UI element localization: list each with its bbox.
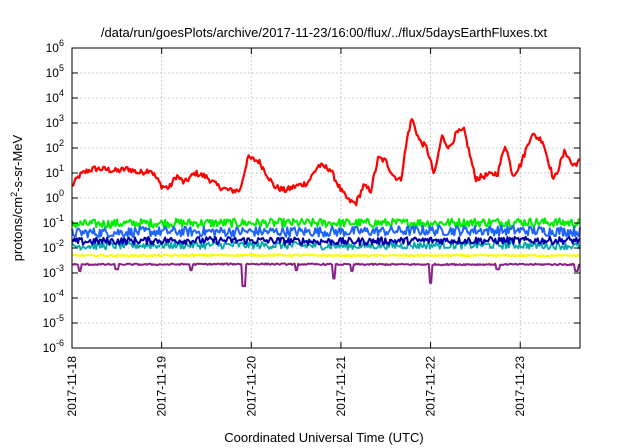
y-tick-label: 103 <box>46 113 64 130</box>
x-tick-label: 2017-11-22 <box>424 356 438 417</box>
series-layer <box>71 117 581 288</box>
x-tick-label: 2017-11-21 <box>334 356 348 417</box>
y-tick-label: 101 <box>46 163 64 180</box>
x-tick-label: 2017-11-18 <box>65 356 79 417</box>
y-tick-label: 10-6 <box>43 338 64 355</box>
y-tick-label: 102 <box>46 138 64 155</box>
series-line-3 <box>71 224 581 239</box>
x-axis-label: Coordinated Universal Time (UTC) <box>224 430 423 445</box>
series-line-1 <box>71 117 580 207</box>
y-tick-label: 10-2 <box>43 238 64 255</box>
y-axis-label-main: protons/cm <box>10 197 25 261</box>
series-line-5 <box>71 235 581 246</box>
series-line-7 <box>71 262 581 288</box>
x-tick-label: 2017-11-19 <box>155 356 169 417</box>
x-axis: 2017-11-18 2017-11-19 2017-11-20 2017-11-21… <box>65 48 527 417</box>
grid <box>72 48 580 348</box>
x-tick-label: 2017-11-20 <box>244 356 258 417</box>
y-tick-label: 10-4 <box>43 288 64 305</box>
y-axis: 10-6 10-5 10-4 10-3 10-2 10-1 100 101 102 103 104 1… <box>43 38 580 355</box>
y-tick-label: 106 <box>46 38 64 55</box>
y-tick-label: 10-3 <box>43 263 64 280</box>
y-axis-label: protons/cm2-s-sr-MeV <box>9 134 25 261</box>
y-tick-label: 10-1 <box>43 213 64 230</box>
x-tick-label: 2017-11-23 <box>513 356 527 417</box>
series-line-6 <box>71 253 581 258</box>
chart-title: /data/run/goesPlots/archive/2017-11-23/1… <box>101 25 548 40</box>
y-tick-label: 105 <box>46 63 64 80</box>
y-tick-label: 10-5 <box>43 313 64 330</box>
y-tick-label: 104 <box>46 88 64 105</box>
y-tick-label: 100 <box>46 188 64 205</box>
y-axis-label-rest: -s-sr-MeV <box>10 134 25 191</box>
series-line-2 <box>71 217 581 230</box>
y-axis-label-sup: 2 <box>9 192 19 197</box>
